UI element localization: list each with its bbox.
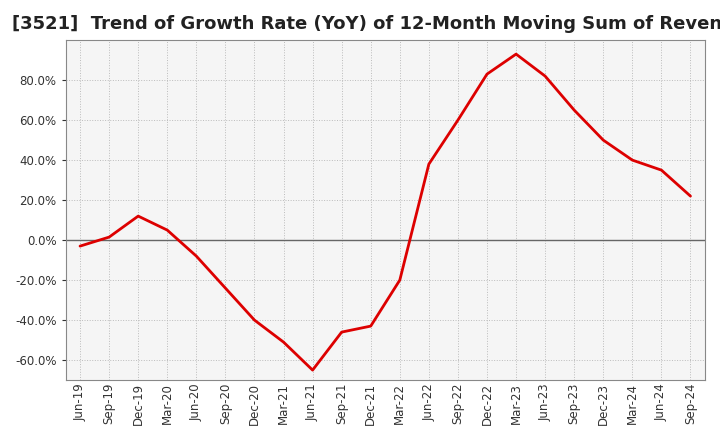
Title: [3521]  Trend of Growth Rate (YoY) of 12-Month Moving Sum of Revenues: [3521] Trend of Growth Rate (YoY) of 12-… bbox=[12, 15, 720, 33]
